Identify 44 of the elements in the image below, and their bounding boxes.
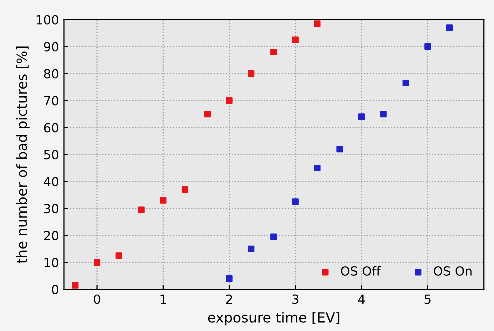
point xyxy=(182,186,189,194)
point xyxy=(336,146,344,153)
point xyxy=(160,197,167,204)
point xyxy=(270,234,278,240)
point xyxy=(94,259,101,266)
y-tick-label: 70 xyxy=(44,96,59,106)
legend-label: OS On xyxy=(434,266,472,276)
x-tick-label: 4 xyxy=(358,294,366,304)
x-tick-label: 5 xyxy=(424,294,431,304)
point xyxy=(116,252,122,260)
y-tick-label: 90 xyxy=(44,42,59,52)
point xyxy=(226,276,233,282)
x-tick-label: 2 xyxy=(226,294,232,304)
y-tick-label: 30 xyxy=(44,204,59,214)
y-axis-title: the number of bad pictures [%] xyxy=(16,46,30,264)
y-tick-label: 60 xyxy=(44,123,59,133)
point xyxy=(248,70,255,78)
point xyxy=(314,164,321,172)
x-tick-label: 1 xyxy=(160,294,166,304)
point xyxy=(226,97,233,104)
point xyxy=(204,110,212,118)
y-tick-label: 100 xyxy=(36,15,59,25)
point xyxy=(270,48,278,56)
y-tick-label: 0 xyxy=(52,285,59,295)
x-tick-label: 3 xyxy=(292,294,299,304)
y-tick-label: 80 xyxy=(44,69,59,79)
x-tick-label: 0 xyxy=(94,294,100,304)
y-tick-label: 20 xyxy=(44,231,59,241)
point xyxy=(424,44,432,50)
legend-label: OS Off xyxy=(341,266,382,276)
point xyxy=(248,246,255,252)
point xyxy=(314,20,321,28)
point xyxy=(446,24,454,32)
y-tick-label: 40 xyxy=(44,177,59,187)
y-tick-label: 10 xyxy=(44,258,59,268)
point xyxy=(292,198,299,206)
point xyxy=(138,206,145,214)
y-tick-label: 50 xyxy=(44,150,59,160)
point xyxy=(402,80,410,87)
x-axis-title: exposure time [EV] xyxy=(208,312,340,326)
point xyxy=(292,36,299,44)
point xyxy=(380,110,387,118)
point xyxy=(72,282,79,289)
point xyxy=(358,114,366,120)
